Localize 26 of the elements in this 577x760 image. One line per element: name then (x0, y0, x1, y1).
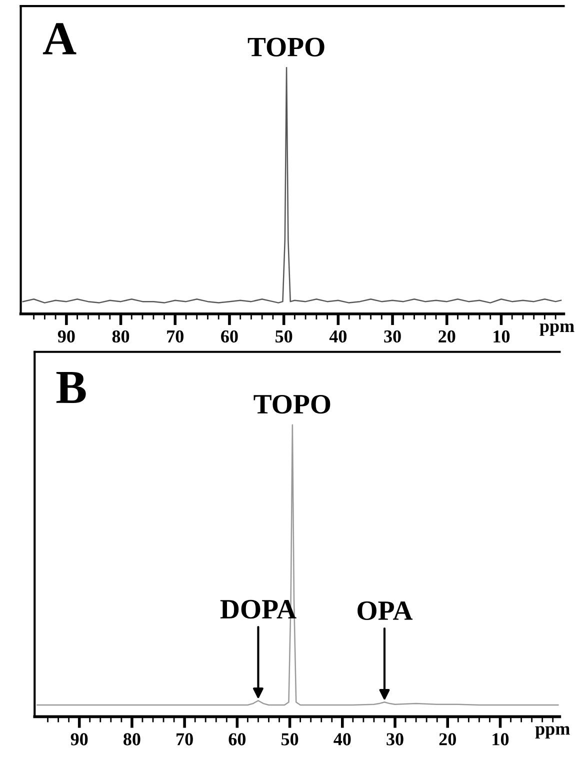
x-tick-label: 80 (112, 330, 130, 343)
x-tick-label: 50 (276, 330, 292, 343)
chart-title: B (56, 372, 86, 404)
x-tick-label: 40 (329, 330, 347, 343)
x-tick-label: 10 (492, 733, 509, 746)
x-tick-label: 20 (439, 733, 456, 746)
x-tick-label: 30 (384, 330, 401, 343)
x-tick-label: 60 (228, 733, 246, 746)
x-tick-label: 70 (176, 733, 193, 746)
chart-title: A (42, 23, 76, 54)
x-tick-label: 90 (58, 330, 75, 343)
annotation: DOPA (220, 600, 296, 619)
x-axis-title: ppm (540, 323, 574, 336)
x-tick-label: 20 (438, 330, 456, 343)
annotation: TOPO (248, 38, 324, 56)
x-tick-label: 40 (334, 733, 351, 746)
x-axis-title: ppm (535, 726, 570, 739)
x-tick-label: 30 (386, 733, 404, 746)
x-tick-label: 90 (70, 733, 88, 746)
annotation: TOPO (254, 394, 330, 414)
x-tick-label: 50 (281, 733, 298, 746)
annotation: OPA (358, 601, 413, 620)
x-tick-label: 60 (221, 330, 238, 343)
x-tick-label: 70 (167, 330, 184, 343)
x-tick-label: 80 (124, 733, 140, 746)
x-tick-label: 10 (494, 330, 510, 343)
